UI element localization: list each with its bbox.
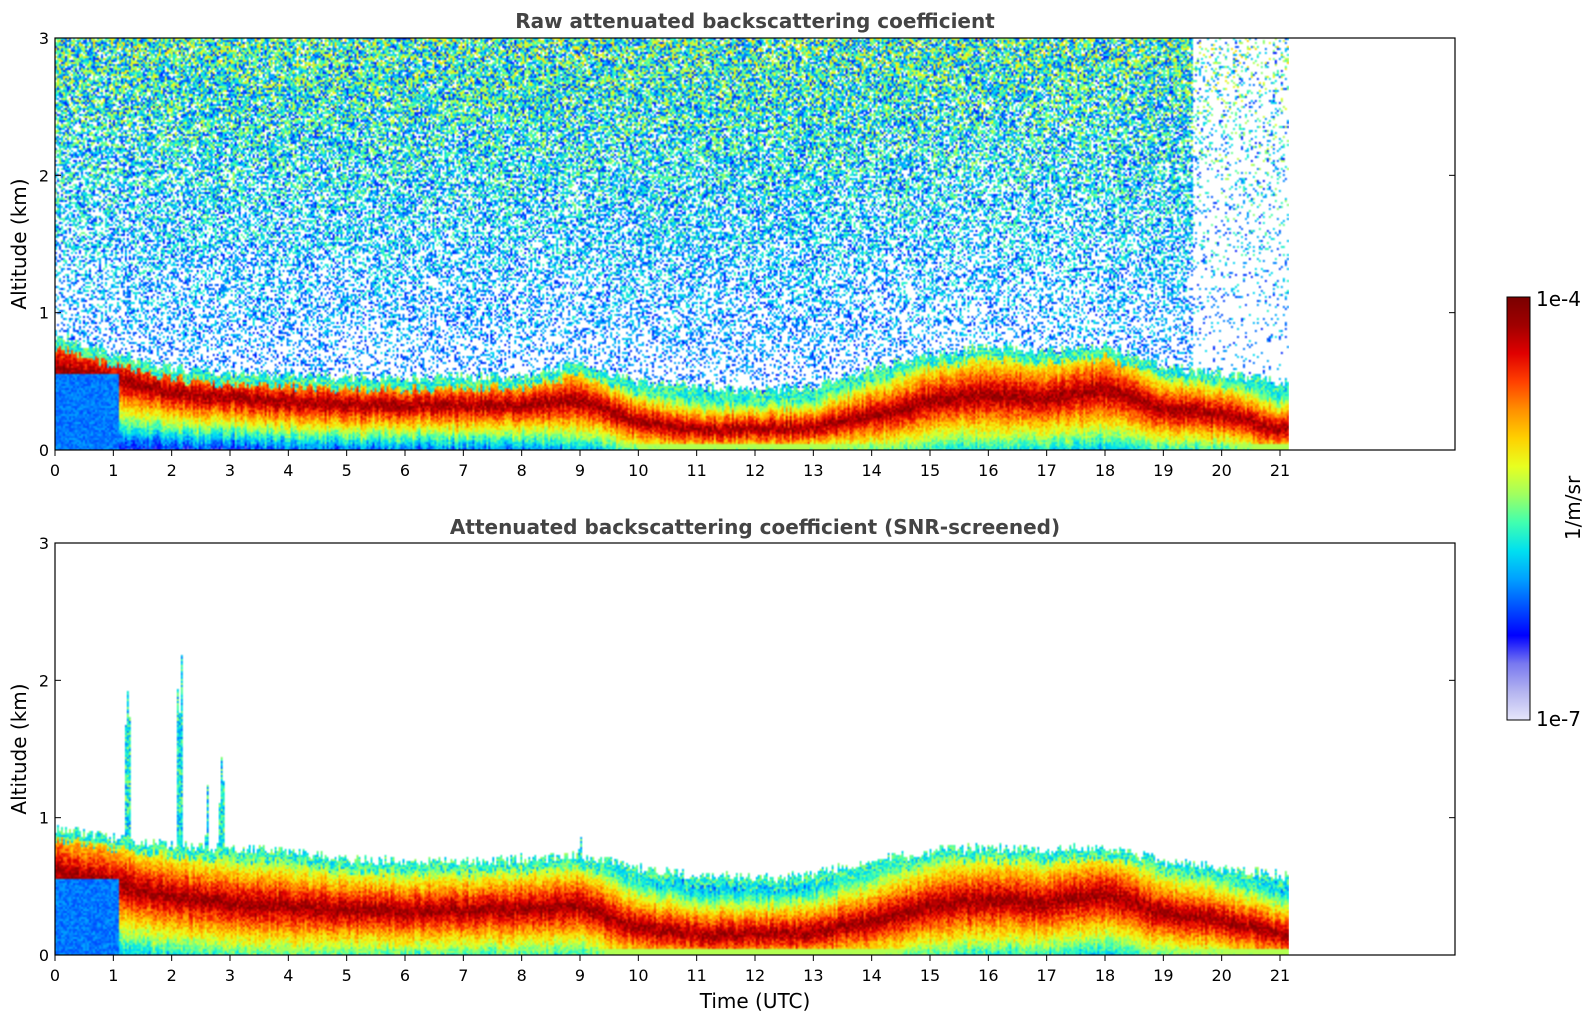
x-tick-label: 19 xyxy=(1153,461,1173,480)
x-tick-label: 15 xyxy=(920,461,940,480)
x-tick-label: 8 xyxy=(517,966,527,985)
x-tick-label: 12 xyxy=(745,966,765,985)
x-tick-label: 2 xyxy=(167,966,177,985)
x-tick-label: 20 xyxy=(1211,461,1231,480)
x-tick-label: 10 xyxy=(628,461,648,480)
x-tick-label: 0 xyxy=(50,461,60,480)
y-tick-label: 0 xyxy=(39,441,49,460)
colorbar: 1e-4 1e-7 1/m/sr xyxy=(1506,287,1585,731)
x-tick-label: 2 xyxy=(167,461,177,480)
bottom-heatmap-image xyxy=(55,543,1289,955)
x-tick-label: 21 xyxy=(1270,461,1290,480)
x-axis-label: Time (UTC) xyxy=(699,989,811,1013)
x-tick-label: 14 xyxy=(861,966,881,985)
x-tick-label: 20 xyxy=(1211,966,1231,985)
colorbar-min-label: 1e-7 xyxy=(1536,707,1581,731)
x-tick-label: 4 xyxy=(283,461,293,480)
x-tick-label: 6 xyxy=(400,966,410,985)
y-tick-label: 2 xyxy=(39,671,49,690)
bottom-y-axis-label: Altitude (km) xyxy=(7,683,31,814)
x-tick-label: 15 xyxy=(920,966,940,985)
x-tick-label: 7 xyxy=(458,966,468,985)
x-tick-label: 11 xyxy=(686,461,706,480)
y-tick-label: 1 xyxy=(39,809,49,828)
x-tick-label: 1 xyxy=(108,461,118,480)
x-tick-label: 4 xyxy=(283,966,293,985)
x-tick-label: 13 xyxy=(803,461,823,480)
bottom-panel-title: Attenuated backscattering coefficient (S… xyxy=(450,515,1060,539)
x-tick-label: 11 xyxy=(686,966,706,985)
y-tick-label: 1 xyxy=(39,304,49,323)
x-tick-label: 17 xyxy=(1036,966,1056,985)
x-tick-label: 3 xyxy=(225,461,235,480)
x-tick-label: 13 xyxy=(803,966,823,985)
x-tick-label: 5 xyxy=(342,461,352,480)
x-tick-label: 14 xyxy=(861,461,881,480)
x-tick-label: 5 xyxy=(342,966,352,985)
x-tick-label: 16 xyxy=(978,966,998,985)
top-y-axis-label: Altitude (km) xyxy=(7,178,31,309)
top-panel-title: Raw attenuated backscattering coefficien… xyxy=(515,9,995,33)
colorbar-gradient xyxy=(1506,296,1531,721)
x-tick-label: 19 xyxy=(1153,966,1173,985)
x-tick-label: 9 xyxy=(575,461,585,480)
y-tick-label: 3 xyxy=(39,29,49,48)
bottom-panel: Attenuated backscattering coefficient (S… xyxy=(7,515,1456,1013)
colorbar-max-label: 1e-4 xyxy=(1536,287,1581,311)
x-tick-label: 18 xyxy=(1095,966,1115,985)
top-panel: Raw attenuated backscattering coefficien… xyxy=(7,9,1456,480)
x-tick-label: 10 xyxy=(628,966,648,985)
x-tick-label: 0 xyxy=(50,966,60,985)
colorbar-unit-label: 1/m/sr xyxy=(1561,475,1585,540)
x-tick-label: 17 xyxy=(1036,461,1056,480)
x-tick-label: 16 xyxy=(978,461,998,480)
x-tick-label: 6 xyxy=(400,461,410,480)
x-tick-label: 21 xyxy=(1270,966,1290,985)
x-tick-label: 7 xyxy=(458,461,468,480)
x-tick-label: 18 xyxy=(1095,461,1115,480)
x-tick-label: 12 xyxy=(745,461,765,480)
x-tick-label: 8 xyxy=(517,461,527,480)
y-tick-label: 0 xyxy=(39,946,49,965)
x-tick-label: 1 xyxy=(108,966,118,985)
x-tick-label: 9 xyxy=(575,966,585,985)
top-heatmap-image xyxy=(55,38,1289,450)
x-tick-label: 3 xyxy=(225,966,235,985)
y-tick-label: 3 xyxy=(39,534,49,553)
y-tick-label: 2 xyxy=(39,166,49,185)
